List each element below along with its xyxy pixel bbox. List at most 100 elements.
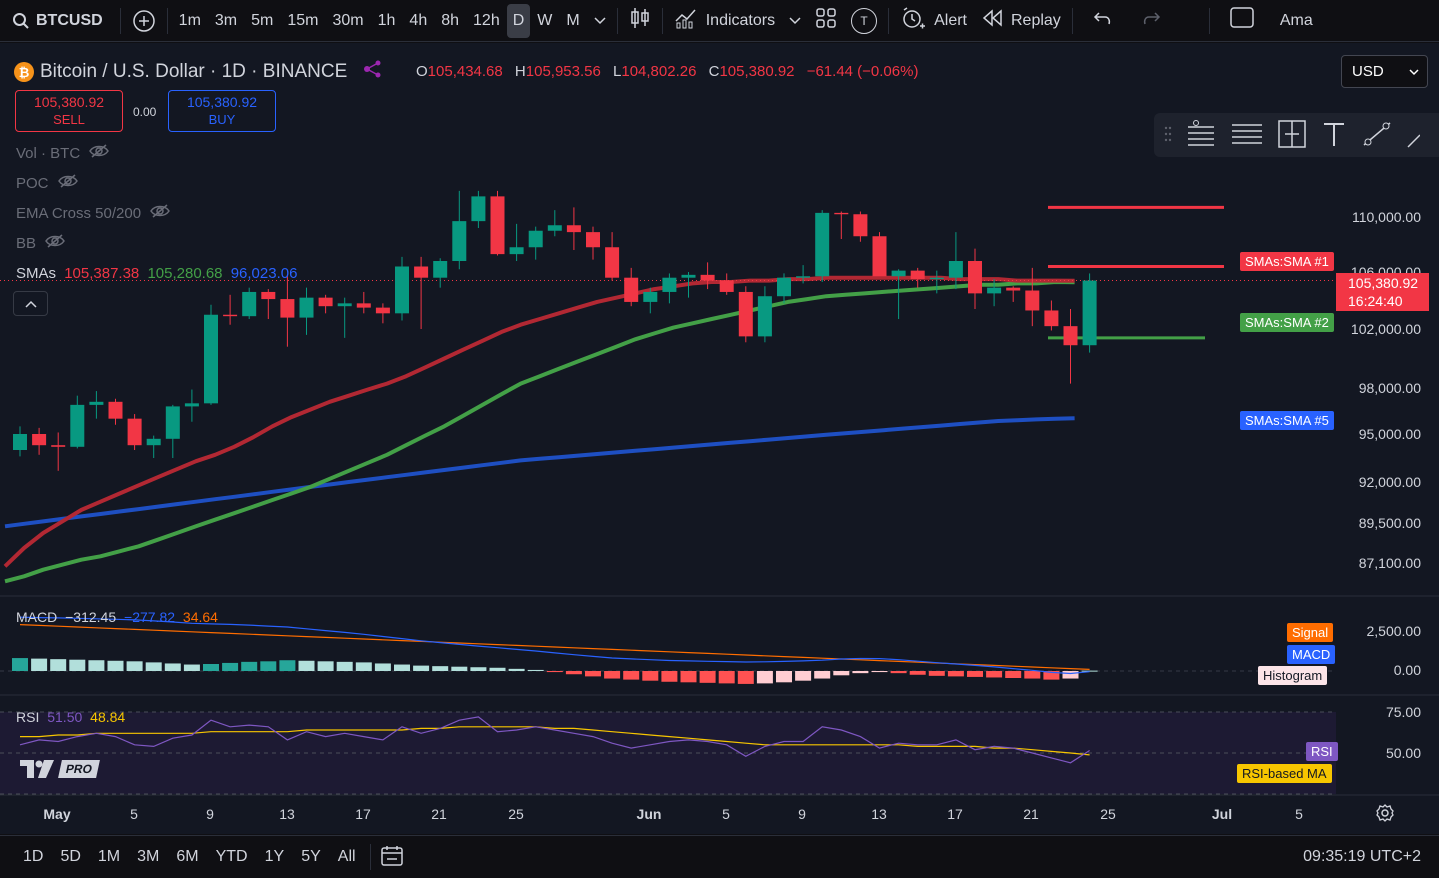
horizontal-ray-icon[interactable] bbox=[1184, 119, 1218, 152]
indicator-poc[interactable]: POC bbox=[16, 173, 79, 193]
chart-type-button[interactable] bbox=[622, 4, 658, 38]
eye-off-icon[interactable] bbox=[57, 173, 79, 193]
drawing-toolbar bbox=[1154, 113, 1439, 157]
text-tool-icon[interactable] bbox=[1320, 119, 1348, 152]
rsi-tick: 75.00 bbox=[1385, 704, 1421, 720]
indicators-button[interactable]: Indicators bbox=[667, 4, 782, 38]
macd-histogram-bar bbox=[489, 667, 506, 671]
indicator-bb[interactable]: BB bbox=[16, 233, 66, 253]
macd-histogram-bar bbox=[1005, 671, 1022, 678]
macd-histogram-bar bbox=[31, 658, 48, 671]
collapse-legend-button[interactable] bbox=[13, 291, 48, 316]
chevron-down-icon bbox=[789, 12, 801, 30]
range-button-3m[interactable]: 3M bbox=[137, 848, 160, 865]
rsi-legend[interactable]: RSI 51.50 48.84 bbox=[16, 709, 125, 725]
indicator-ema-cross[interactable]: EMA Cross 50/200 bbox=[16, 203, 171, 223]
date-tick: Jun bbox=[636, 806, 662, 822]
timeframe-button-1h[interactable]: 1h bbox=[377, 11, 396, 29]
timeframe-button-M[interactable]: M bbox=[566, 11, 580, 29]
range-button-5y[interactable]: 5Y bbox=[301, 848, 321, 865]
range-button-1m[interactable]: 1M bbox=[97, 848, 121, 865]
range-button-6m[interactable]: 6M bbox=[176, 848, 199, 865]
buy-button[interactable]: 105,380.92 BUY bbox=[168, 90, 276, 132]
macd-line bbox=[19, 616, 1090, 675]
macd-histogram-bar bbox=[317, 661, 334, 671]
gear-icon bbox=[1375, 804, 1395, 826]
object-tree-icon[interactable] bbox=[363, 60, 383, 84]
timeframe-button-5m[interactable]: 5m bbox=[251, 11, 274, 29]
macd-histogram-bar bbox=[776, 671, 792, 683]
indicators-dropdown-button[interactable] bbox=[782, 4, 808, 38]
macd-histogram-bar bbox=[413, 665, 430, 671]
candle-body bbox=[204, 314, 218, 404]
chart-canvas[interactable] bbox=[0, 43, 1439, 834]
account-name[interactable]: Ama bbox=[1279, 11, 1313, 29]
macd-histogram-bar bbox=[241, 661, 258, 671]
indicator-vol[interactable]: Vol · BTC bbox=[16, 143, 110, 163]
timeframe-button-4h[interactable]: 4h bbox=[409, 11, 428, 29]
timeframe-button-D[interactable]: D bbox=[506, 3, 531, 38]
close-label: C bbox=[708, 63, 720, 80]
drag-handle-icon[interactable] bbox=[1164, 126, 1172, 145]
grid-icon bbox=[815, 7, 837, 34]
trend-line-icon[interactable] bbox=[1360, 119, 1394, 152]
divider bbox=[119, 7, 121, 34]
range-button-1y[interactable]: 1Y bbox=[264, 848, 285, 865]
open-value: 105,434.68 bbox=[427, 63, 503, 80]
macd-histogram-bar bbox=[279, 660, 296, 671]
compare-symbol-button[interactable] bbox=[125, 4, 163, 38]
macd-histogram-bar bbox=[1081, 670, 1098, 672]
sma5-line bbox=[4, 416, 1075, 529]
range-button-ytd[interactable]: YTD bbox=[215, 848, 248, 865]
high-value: 105,953.56 bbox=[525, 63, 601, 80]
timeframe-button-12h[interactable]: 12h bbox=[473, 11, 500, 29]
timeframe-button-30m[interactable]: 30m bbox=[332, 11, 364, 29]
avatar-button[interactable]: T bbox=[844, 4, 884, 38]
square-icon bbox=[1230, 7, 1254, 34]
alert-button[interactable]: Alert bbox=[893, 4, 974, 38]
chart-settings-button[interactable] bbox=[1375, 803, 1395, 826]
timeframe-button-W[interactable]: W bbox=[537, 11, 553, 29]
currency-select[interactable]: USD bbox=[1341, 55, 1428, 88]
macd-legend[interactable]: MACD −312.45 −277.82 34.64 bbox=[16, 609, 218, 625]
candle-body bbox=[1044, 310, 1059, 327]
date-tick: 25 bbox=[508, 806, 524, 822]
layouts-button[interactable] bbox=[808, 4, 844, 38]
undo-button[interactable] bbox=[1077, 4, 1129, 38]
timeframe-dropdown-button[interactable] bbox=[587, 4, 613, 38]
macd-histogram-bar bbox=[355, 662, 372, 671]
bb-label: BB bbox=[16, 234, 37, 252]
sell-button[interactable]: 105,380.92 SELL bbox=[15, 90, 123, 132]
eye-off-icon[interactable] bbox=[149, 203, 171, 223]
indicator-smas[interactable]: SMAs 105,387.38 105,280.68 96,023.06 bbox=[16, 265, 297, 282]
macd-histogram-bar bbox=[336, 661, 353, 671]
close-value: 105,380.92 bbox=[719, 63, 795, 80]
timeframe-button-8h[interactable]: 8h bbox=[441, 11, 460, 29]
timeframe-button-3m[interactable]: 3m bbox=[214, 11, 238, 29]
range-button-5d[interactable]: 5D bbox=[60, 848, 81, 865]
range-button-all[interactable]: All bbox=[337, 848, 356, 865]
measure-icon[interactable] bbox=[1276, 118, 1308, 153]
redo-button[interactable] bbox=[1129, 4, 1173, 38]
tradingview-logo[interactable]: PRO bbox=[18, 758, 100, 780]
eye-off-icon[interactable] bbox=[88, 143, 110, 163]
symbol-search-button[interactable]: BTCUSD bbox=[0, 4, 110, 38]
macd-histogram-bar bbox=[145, 662, 162, 671]
range-button-1d[interactable]: 1D bbox=[23, 848, 44, 865]
price-tick: 98,000.00 bbox=[1358, 380, 1421, 396]
chart-pane[interactable]: ₿ Bitcoin / U.S. Dollar · 1D · BINANCE O… bbox=[0, 43, 1439, 834]
macd-histogram-bar bbox=[164, 663, 181, 671]
date-range-button[interactable] bbox=[379, 844, 405, 871]
lines-icon[interactable] bbox=[1230, 119, 1264, 152]
candle-body bbox=[643, 291, 658, 302]
candle-body bbox=[89, 401, 104, 405]
time-zone-clock[interactable]: 09:35:19 UTC+2 bbox=[1303, 848, 1421, 865]
timeframe-button-1m[interactable]: 1m bbox=[178, 11, 201, 29]
sma2-value: 105,280.68 bbox=[147, 265, 223, 282]
eye-off-icon[interactable] bbox=[44, 233, 66, 253]
replay-button[interactable]: Replay bbox=[974, 4, 1068, 38]
more-tools-icon[interactable] bbox=[1406, 119, 1421, 152]
sma1-value: 105,387.38 bbox=[64, 265, 140, 282]
fullscreen-button[interactable] bbox=[1214, 4, 1270, 38]
timeframe-button-15m[interactable]: 15m bbox=[287, 11, 319, 29]
